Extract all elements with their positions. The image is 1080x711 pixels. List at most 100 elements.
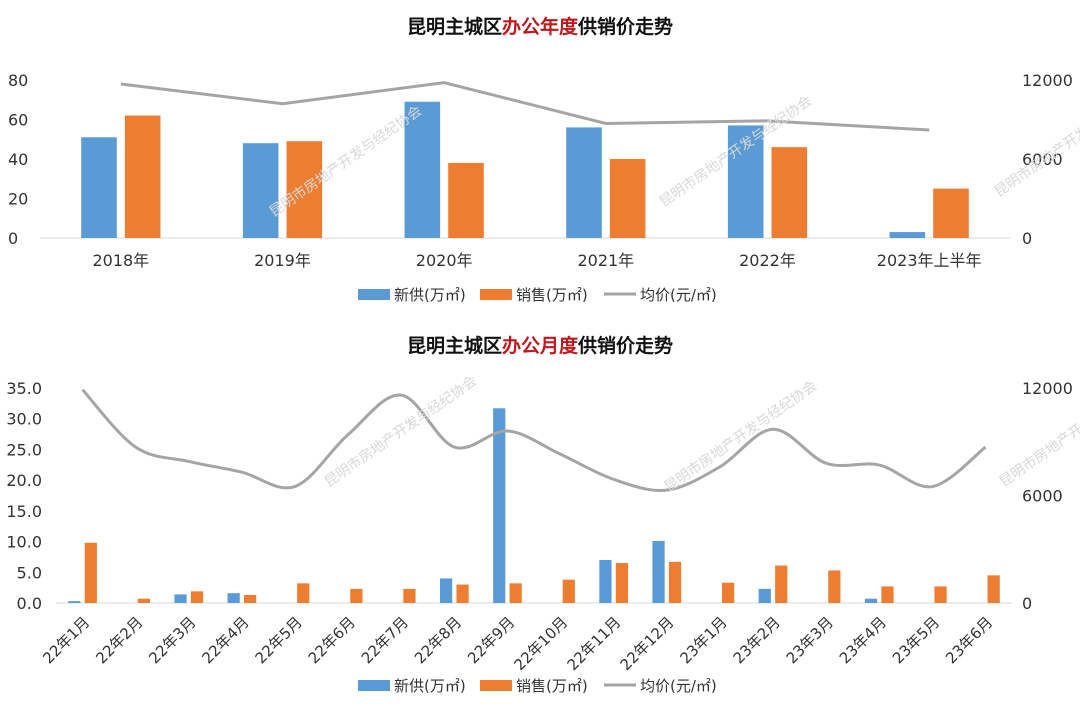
monthly-right-tick-label: 0 (1022, 594, 1032, 613)
monthly-category-label: 22年10月 (510, 613, 571, 674)
monthly-title-post: 供销价走势 (578, 335, 674, 357)
annual-sales-bar (771, 147, 808, 238)
annual-supply-bar (404, 101, 441, 238)
monthly-left-tick-label: 5.0 (17, 563, 42, 582)
monthly-category-label: 23年4月 (836, 613, 890, 667)
monthly-category-label: 22年4月 (199, 613, 253, 667)
annual-supply-bar (242, 143, 279, 238)
annual-left-tick-label: 40 (8, 150, 28, 169)
monthly-legend-sales-swatch (480, 680, 512, 691)
monthly-sales-bar (934, 586, 947, 603)
monthly-left-tick-label: 25.0 (6, 440, 42, 459)
monthly-price-line (81, 388, 987, 493)
monthly-sales-bar (828, 570, 841, 603)
annual-category-label: 2019年 (254, 251, 311, 270)
annual-category-label: 2023年上半年 (877, 251, 982, 270)
monthly-sales-bar (350, 588, 363, 603)
annual-legend-supply-label: 新供(万㎡) (394, 286, 466, 304)
monthly-category-label: 22年12月 (617, 613, 678, 674)
monthly-sales-bar (190, 591, 204, 603)
monthly-chart-title: 昆明主城区办公月度供销价走势 (0, 331, 1080, 358)
monthly-legend-sales-label: 销售(万㎡) (516, 677, 588, 695)
monthly-title-pre: 昆明主城区 (406, 335, 502, 357)
monthly-supply-bar (493, 408, 506, 603)
monthly-left-tick-label: 35.0 (6, 379, 42, 398)
monthly-category-label: 23年6月 (942, 613, 996, 667)
annual-chart: 0 20 40 60 80 0 6000 12000 2018年 2019年 2020年 2021年 2… (8, 71, 1073, 304)
annual-left-tick-label: 0 (8, 229, 18, 248)
annual-legend-sales-label: 销售(万㎡) (516, 286, 588, 304)
monthly-category-label: 23年2月 (730, 613, 784, 667)
annual-legend-supply-swatch (358, 289, 390, 300)
monthly-legend-supply-label: 新供(万㎡) (394, 677, 466, 695)
monthly-category-label: 23年5月 (889, 613, 943, 667)
annual-supply-bar (727, 125, 764, 238)
annual-sales-bar (933, 188, 969, 238)
monthly-right-tick-label: 6000 (1022, 487, 1063, 506)
annual-title-highlight: 办公年度 (501, 16, 578, 38)
monthly-supply-bar (758, 588, 771, 603)
monthly-sales-bar (722, 582, 735, 603)
monthly-sales-bar (615, 563, 629, 603)
monthly-sales-bar (509, 583, 522, 603)
monthly-sales-bar (403, 588, 416, 603)
annual-chart-title: 昆明主城区办公年度供销价走势 (0, 12, 1080, 39)
annual-sales-bar (286, 141, 323, 238)
monthly-category-label: 22年5月 (252, 613, 306, 667)
annual-price-line (120, 81, 930, 132)
monthly-category-label: 22年1月 (39, 613, 93, 667)
monthly-left-tick-label: 10.0 (6, 533, 42, 552)
annual-supply-bar (889, 232, 926, 238)
monthly-supply-bar (652, 540, 665, 603)
annual-title-pre: 昆明主城区 (406, 16, 502, 38)
monthly-left-tick-label: 15.0 (6, 502, 42, 521)
annual-left-tick-label: 20 (8, 190, 28, 209)
monthly-supply-bar (599, 560, 612, 603)
monthly-category-label: 22年11月 (564, 613, 625, 674)
monthly-left-tick-label: 0.0 (17, 594, 42, 613)
annual-left-tick-label: 80 (8, 71, 28, 90)
annual-right-tick-label: 6000 (1022, 150, 1063, 169)
annual-legend-sales-swatch (480, 289, 512, 300)
annual-category-label: 2020年 (416, 251, 473, 270)
annual-left-tick-label: 60 (8, 111, 28, 130)
monthly-right-tick-label: 12000 (1022, 379, 1073, 398)
monthly-sales-bar (987, 575, 1000, 603)
monthly-legend-price-label: 均价(元/㎡) (640, 677, 717, 695)
annual-sales-bar (124, 115, 161, 238)
monthly-supply-bar (864, 598, 878, 603)
monthly-category-label: 22年7月 (358, 613, 412, 667)
monthly-category-label: 22年6月 (305, 613, 359, 667)
monthly-supply-bar (439, 578, 453, 603)
monthly-sales-bar (881, 586, 894, 603)
monthly-sales-bar (668, 561, 682, 603)
annual-supply-bar (81, 137, 117, 238)
annual-sales-bar (609, 159, 646, 238)
monthly-left-tick-label: 30.0 (6, 410, 42, 429)
monthly-category-label: 22年9月 (464, 613, 518, 667)
monthly-left-tick-label: 20.0 (6, 471, 42, 490)
annual-right-tick-label: 0 (1022, 229, 1032, 248)
annual-sales-bar (448, 162, 484, 238)
monthly-sales-bar (562, 579, 575, 603)
monthly-sales-bar (456, 584, 469, 603)
monthly-category-label: 22年8月 (411, 613, 465, 667)
monthly-category-label: 23年3月 (783, 613, 837, 667)
monthly-supply-bar (68, 601, 81, 603)
annual-category-label: 2018年 (92, 251, 149, 270)
annual-supply-bar (566, 127, 602, 238)
monthly-legend-supply-swatch (358, 680, 390, 691)
monthly-sales-bar (84, 542, 97, 603)
monthly-category-label: 22年2月 (92, 613, 146, 667)
monthly-sales-bar (244, 595, 257, 603)
annual-legend-price-label: 均价(元/㎡) (640, 286, 717, 304)
monthly-supply-bar (174, 594, 187, 603)
monthly-supply-bar (227, 593, 240, 603)
annual-category-label: 2022年 (739, 251, 796, 270)
monthly-sales-bar (137, 598, 151, 603)
monthly-category-label: 23年1月 (677, 613, 731, 667)
annual-right-tick-label: 12000 (1022, 71, 1073, 90)
monthly-sales-bar (297, 583, 310, 603)
monthly-category-label: 22年3月 (145, 613, 199, 667)
